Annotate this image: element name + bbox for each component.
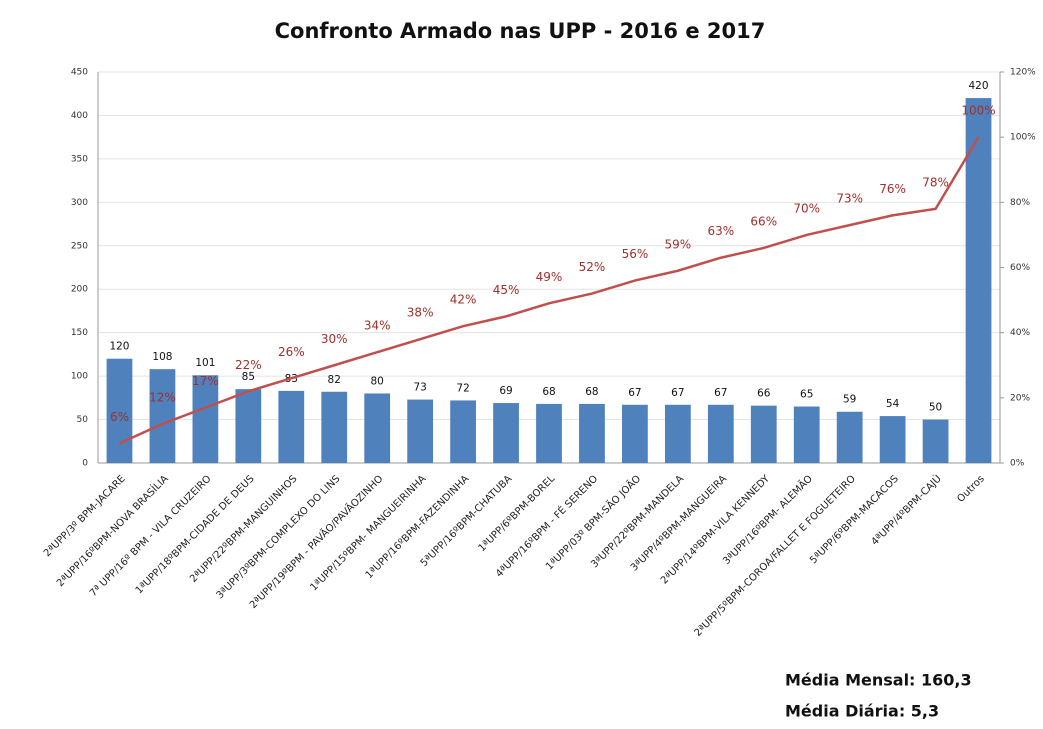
value-label: 80 — [371, 375, 384, 387]
bar — [922, 419, 949, 463]
percent-label: 22% — [235, 358, 262, 372]
value-label: 101 — [195, 357, 215, 369]
value-label: 67 — [714, 387, 727, 399]
bar — [149, 369, 176, 463]
percent-label: 52% — [579, 260, 606, 274]
y-tick-label: 350 — [71, 154, 88, 164]
percent-label: 6% — [110, 410, 129, 424]
x-tick-label: 4ªUPP/4ºBPM-CAJÚ — [868, 472, 944, 548]
cumulative-line — [118, 136, 980, 445]
x-tick-label: 3ªUPP/16ºBPM- ALEMÃO — [720, 472, 815, 567]
y-tick-label: 150 — [71, 328, 88, 338]
x-tick-label: Outros — [955, 473, 986, 504]
percent-label: 26% — [278, 345, 305, 359]
bar — [106, 358, 133, 463]
percent-label: 45% — [493, 283, 520, 297]
y-tick-label: 300 — [71, 198, 88, 208]
x-tick-label: 2ªUPP/3º BPM-JACARE — [42, 473, 128, 559]
y-tick-label: 50 — [77, 415, 89, 425]
percent-label: 73% — [836, 192, 863, 206]
bar — [579, 403, 605, 463]
y2-tick-label: 120% — [1010, 68, 1036, 78]
value-label: 65 — [800, 389, 813, 401]
bar — [707, 404, 734, 463]
value-label: 68 — [542, 386, 555, 398]
bar — [664, 404, 691, 463]
value-label: 67 — [671, 387, 684, 399]
y-tick-label: 450 — [71, 68, 88, 78]
value-label: 54 — [886, 398, 900, 410]
value-label: 59 — [843, 394, 856, 406]
bar — [235, 389, 262, 463]
value-label: 85 — [242, 371, 255, 383]
bar — [622, 404, 648, 463]
y-tick-label: 250 — [71, 241, 88, 251]
value-label: 67 — [628, 387, 641, 399]
annotation: Média Diária: 5,3 — [785, 702, 939, 721]
bar — [278, 390, 305, 463]
value-label: 69 — [499, 385, 512, 397]
value-label: 68 — [585, 386, 598, 398]
y2-tick-label: 100% — [1010, 133, 1036, 143]
percent-label: 66% — [750, 214, 777, 228]
percent-label: 78% — [922, 175, 949, 189]
y2-tick-label: 80% — [1010, 198, 1030, 208]
y2-tick-label: 40% — [1010, 328, 1030, 338]
x-tick-label: 1ªUPP/6ºBPM-BOREL — [477, 473, 558, 554]
y2-tick-label: 0% — [1010, 459, 1025, 469]
percent-label: 59% — [665, 237, 692, 251]
percent-label: 49% — [536, 270, 563, 284]
percent-label: 63% — [707, 224, 734, 238]
value-label: 120 — [109, 341, 129, 353]
x-tick-label: 5ªUPP/6ºBPM-MACACOS — [808, 473, 901, 566]
y2-tick-label: 20% — [1010, 393, 1030, 403]
bar — [879, 416, 906, 463]
value-label: 66 — [757, 388, 771, 400]
bar — [407, 399, 434, 463]
y-tick-label: 400 — [71, 111, 88, 121]
bar — [750, 405, 777, 463]
bar — [536, 403, 562, 463]
y2-tick-label: 60% — [1010, 263, 1030, 273]
y-tick-label: 200 — [71, 285, 88, 295]
bar — [836, 411, 863, 463]
percent-label: 38% — [407, 306, 434, 320]
value-label: 108 — [152, 351, 172, 363]
percent-label: 12% — [149, 390, 176, 404]
percent-label: 70% — [793, 201, 820, 215]
value-label: 420 — [969, 80, 989, 92]
bar — [321, 391, 348, 463]
x-tick-label: 5ªUPP/16ºBPM-CHATUBA — [419, 473, 515, 569]
chart-title: Confronto Armado nas UPP - 2016 e 2017 — [275, 19, 766, 43]
bar — [364, 393, 391, 463]
y-tick-label: 0 — [82, 459, 88, 469]
percent-label: 17% — [192, 374, 219, 388]
value-label: 82 — [328, 374, 341, 386]
bar — [965, 98, 992, 464]
percent-label: 56% — [622, 247, 649, 261]
value-label: 50 — [929, 402, 942, 414]
bar — [192, 375, 219, 463]
value-label: 72 — [456, 382, 469, 394]
percent-label: 42% — [450, 293, 477, 307]
percent-label: 100% — [961, 104, 995, 118]
bar — [793, 406, 820, 463]
y-tick-label: 100 — [71, 372, 88, 382]
annotation: Média Mensal: 160,3 — [785, 671, 972, 690]
percent-label: 30% — [321, 332, 348, 346]
percent-label: 34% — [364, 319, 391, 333]
value-label: 73 — [413, 382, 426, 394]
bar — [450, 400, 476, 463]
percent-label: 76% — [879, 182, 906, 196]
bar — [493, 403, 519, 463]
x-tick-label: 2ªUPP/5ºBPM-COROA/FALLET E FOGUETEIRO — [693, 473, 858, 638]
